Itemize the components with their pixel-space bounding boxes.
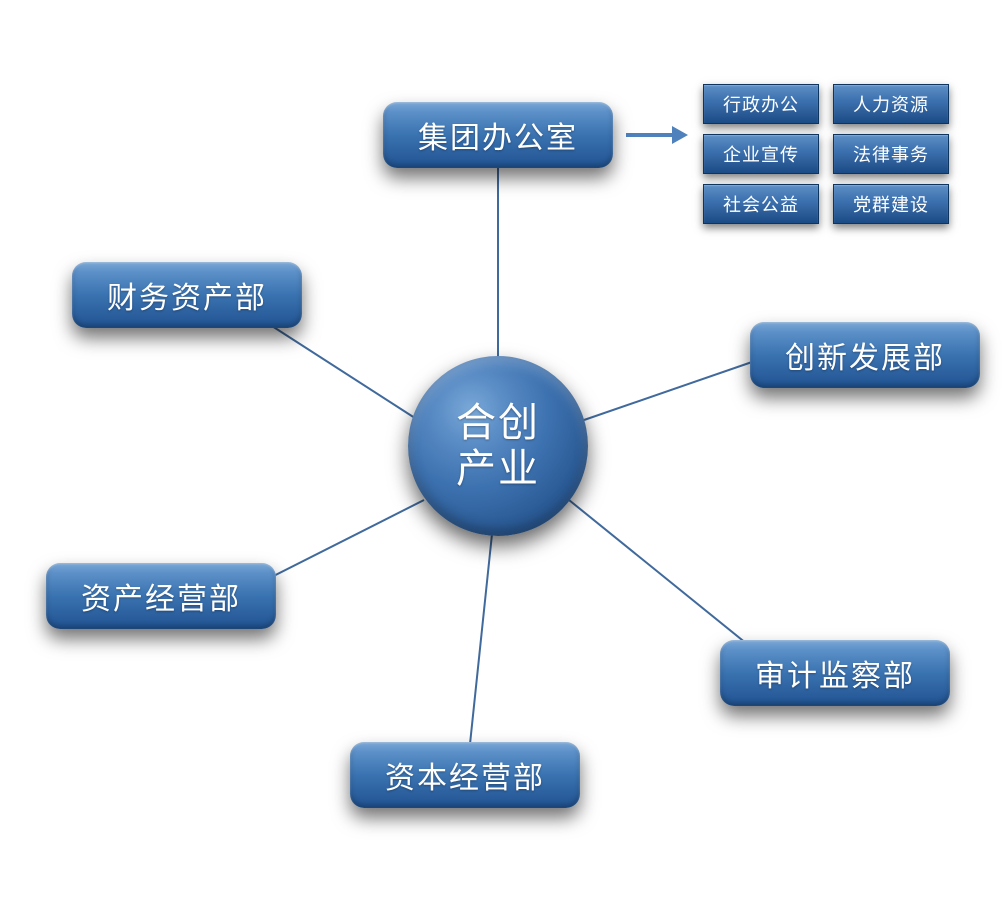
sub-box-0: 行政办公	[703, 84, 819, 124]
dept-assetop: 资产经营部	[46, 563, 276, 629]
dept-innovation: 创新发展部	[750, 322, 980, 388]
dept-capital: 资本经营部	[350, 742, 580, 808]
sub-box-4: 社会公益	[703, 184, 819, 224]
dept-finance: 财务资产部	[72, 262, 302, 328]
sub-box-3: 法律事务	[833, 134, 949, 174]
center-label: 合创 产业	[456, 400, 540, 492]
dept-audit: 审计监察部	[720, 640, 950, 706]
dept-office: 集团办公室	[383, 102, 613, 168]
center-node: 合创 产业	[408, 356, 588, 536]
sub-box-1: 人力资源	[833, 84, 949, 124]
diagram-canvas: 合创 产业 集团办公室创新发展部审计监察部资本经营部 资产经营部 财务资产部 行政办…	[0, 0, 1007, 900]
sub-box-2: 企业宣传	[703, 134, 819, 174]
sub-box-5: 党群建设	[833, 184, 949, 224]
